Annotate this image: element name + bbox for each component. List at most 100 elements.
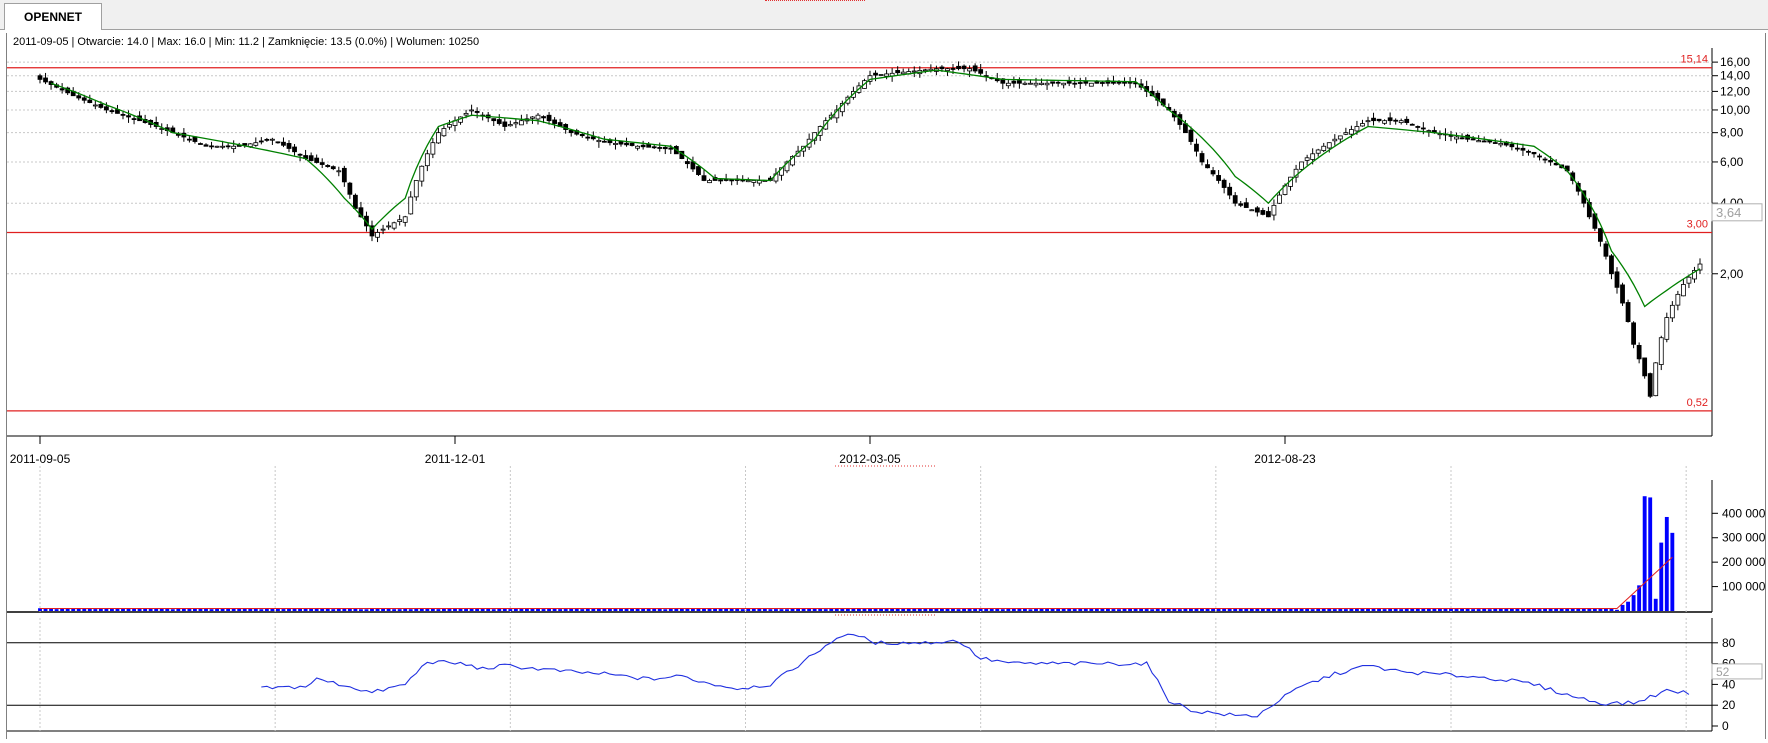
- volume-bar: [381, 608, 386, 611]
- candle-body: [87, 99, 93, 103]
- volume-bar: [259, 609, 264, 611]
- volume-bar: [298, 608, 303, 611]
- volume-bar: [38, 608, 42, 611]
- candle-body: [1609, 255, 1614, 275]
- volume-bar: [1222, 608, 1227, 611]
- volume-bar: [679, 608, 684, 611]
- volume-bar: [1305, 608, 1310, 611]
- candle-body: [1310, 153, 1316, 160]
- volume-bar: [270, 608, 275, 611]
- candle-body: [507, 124, 513, 127]
- volume-bar: [596, 608, 601, 611]
- volume-bar: [231, 608, 236, 611]
- candle-body: [1210, 170, 1216, 175]
- volume-bar: [480, 609, 485, 611]
- volume-bar: [49, 608, 54, 611]
- volume-bar: [1188, 608, 1193, 611]
- volume-bar: [159, 608, 164, 611]
- volume-bar: [331, 609, 336, 611]
- candle-body: [961, 65, 967, 70]
- candle-body: [203, 144, 209, 147]
- candle-body: [1642, 357, 1648, 377]
- candle-body: [1470, 138, 1476, 141]
- volume-bar: [995, 608, 1000, 611]
- volume-bar: [430, 608, 435, 611]
- candle-body: [1531, 151, 1537, 155]
- candle-body: [967, 68, 972, 72]
- volume-bar: [619, 608, 623, 611]
- volume-bar: [856, 608, 861, 611]
- volume-bar: [464, 609, 469, 611]
- volume-bar: [309, 608, 314, 611]
- volume-bar: [215, 608, 220, 611]
- candle-body: [419, 165, 425, 182]
- volume-bar: [392, 609, 397, 611]
- volume-bar: [1338, 609, 1343, 611]
- volume-bar: [845, 608, 850, 611]
- volume-bar: [154, 608, 159, 611]
- volume-bar: [121, 608, 125, 611]
- volume-bar: [1183, 608, 1188, 611]
- volume-bar: [1244, 608, 1249, 611]
- volume-bar: [1532, 609, 1536, 611]
- candle-body: [651, 146, 657, 149]
- volume-bar: [126, 608, 131, 611]
- candle-body: [1492, 142, 1498, 144]
- volume-bar: [840, 608, 845, 611]
- volume-bar: [1100, 608, 1105, 611]
- tab-opennet[interactable]: OPENNET: [4, 3, 102, 30]
- volume-bar: [1482, 608, 1487, 611]
- volume-bar: [1155, 608, 1160, 611]
- candle-body: [253, 142, 259, 146]
- candle-body: [579, 134, 585, 137]
- volume-bar: [591, 608, 596, 611]
- volume-bar: [1377, 608, 1382, 611]
- volume-bar: [796, 608, 801, 611]
- volume-bar: [807, 608, 812, 611]
- volume-bar: [945, 608, 950, 611]
- candle-body: [209, 145, 214, 148]
- volume-bar: [541, 609, 546, 611]
- volume-bar: [939, 608, 944, 611]
- volume-bar: [170, 609, 175, 611]
- candle-body: [1277, 194, 1282, 204]
- volume-bar: [1277, 608, 1282, 611]
- candle-body: [1537, 155, 1542, 158]
- candle-body: [187, 138, 192, 141]
- candle-body: [258, 140, 264, 143]
- volume-bar: [1565, 608, 1570, 611]
- volume-bar: [425, 608, 430, 611]
- candle-body: [474, 110, 480, 113]
- candle-body: [1033, 82, 1039, 86]
- candle-body: [1515, 147, 1520, 150]
- candle-body: [286, 143, 292, 149]
- candle-body: [629, 142, 635, 146]
- volume-bar: [895, 608, 900, 611]
- candle-body: [718, 179, 723, 182]
- volume-bar: [1072, 609, 1077, 611]
- candle-body: [1028, 82, 1033, 85]
- volume-bar: [1000, 609, 1005, 611]
- candle-body: [1205, 164, 1210, 169]
- volume-bar: [1177, 609, 1182, 611]
- volume-bar: [652, 608, 657, 611]
- volume-bar: [1543, 608, 1548, 611]
- volume-bar: [71, 608, 76, 611]
- volume-bar: [984, 608, 989, 611]
- candle-body: [402, 216, 408, 223]
- candle-body: [175, 133, 181, 136]
- candle-body: [1349, 129, 1354, 135]
- candle-body: [308, 155, 314, 161]
- volume-bar: [1631, 595, 1636, 611]
- candle-body: [292, 146, 297, 153]
- volume-bar: [668, 608, 673, 611]
- volume-bar: [87, 608, 92, 611]
- volume-bar: [1056, 608, 1061, 611]
- volume-bar: [176, 608, 181, 611]
- volume-bar: [1327, 608, 1332, 611]
- candle-body: [1404, 118, 1410, 123]
- candle-body: [1459, 137, 1465, 140]
- volume-bar: [713, 608, 718, 611]
- volume-bar: [1011, 608, 1016, 611]
